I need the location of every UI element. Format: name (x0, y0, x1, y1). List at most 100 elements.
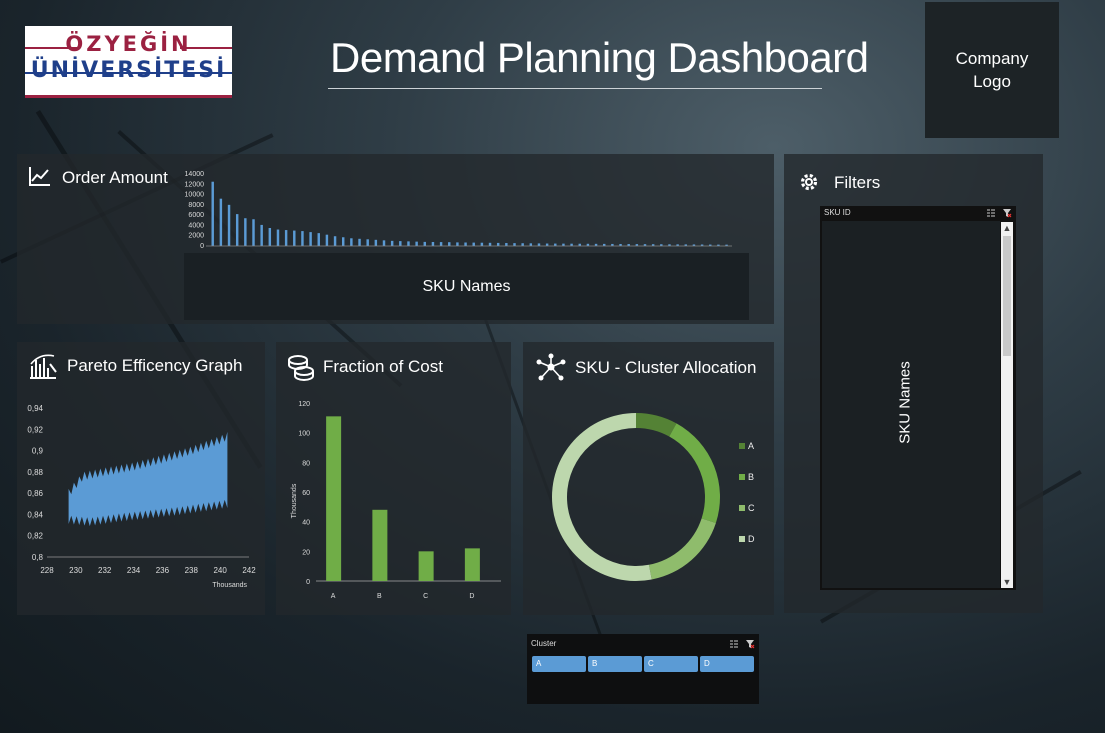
cost-y-tick: 40 (302, 520, 310, 527)
order-bar (431, 241, 435, 246)
donut-slice-b (669, 423, 720, 523)
cluster-slicer[interactable]: Cluster A B C D (527, 634, 759, 704)
order-bar (211, 181, 214, 246)
order-bar (244, 218, 247, 246)
cost-y-tick: 20 (302, 549, 310, 556)
order-bar (333, 236, 337, 246)
pareto-y-tick: 0,94 (27, 404, 43, 413)
legend-swatch-d (739, 536, 745, 542)
line-chart-icon (29, 167, 50, 186)
order-bar (717, 244, 720, 246)
pareto-x-unit: Thousands (212, 582, 247, 589)
order-bar (276, 229, 280, 246)
order-bar (293, 230, 296, 246)
logo-rule (25, 47, 77, 49)
order-y-tick: 4000 (188, 222, 204, 229)
slicer-header: SKU ID (824, 208, 851, 217)
order-bar (301, 231, 304, 246)
order-bar (456, 242, 459, 246)
order-bar (578, 243, 581, 246)
cost-bar-b (372, 509, 388, 581)
cost-x-tick: C (423, 593, 428, 600)
order-bar (692, 244, 696, 246)
order-bar (521, 243, 524, 246)
order-y-tick: 8000 (188, 202, 204, 209)
order-y-tick: 12000 (185, 181, 205, 188)
pareto-x-tick: 238 (185, 566, 199, 575)
order-bar (439, 242, 443, 246)
multi-select-icon[interactable] (986, 208, 996, 218)
order-bar (407, 241, 410, 246)
cost-y-tick: 60 (302, 490, 310, 497)
order-y-tick: 10000 (185, 192, 205, 199)
order-bar (366, 239, 369, 246)
pareto-y-tick: 0,8 (32, 553, 44, 562)
pareto-chart: 0,94 0,92 0,9 0,88 0,86 0,84 0,82 0,8 228 230 232 2… (27, 404, 256, 589)
company-logo-text: Company Logo (955, 49, 1029, 91)
order-bar (603, 243, 606, 246)
cluster-chip-d[interactable]: D (700, 656, 754, 672)
pareto-y-tick: 0,82 (27, 532, 43, 541)
clear-filter-icon[interactable] (1002, 208, 1012, 218)
order-bar (235, 214, 239, 246)
donut-slice-c (648, 518, 716, 580)
multi-select-icon[interactable] (729, 639, 739, 649)
cluster-slicer-header: Cluster (531, 639, 557, 648)
order-bar (676, 244, 679, 246)
order-bar (619, 243, 622, 246)
order-bar (284, 230, 288, 246)
cost-x-tick: A (331, 593, 336, 600)
cluster-chip-a[interactable]: A (532, 656, 586, 672)
pareto-x-tick: 228 (40, 566, 54, 575)
filters-title: Filters (834, 173, 881, 192)
order-y-tick: 2000 (188, 233, 204, 240)
cluster-donut-chart: A B C D (552, 413, 755, 581)
legend-swatch-b (739, 474, 745, 480)
order-bar (448, 242, 451, 246)
clear-filter-icon[interactable] (745, 639, 755, 649)
cost-y-tick: 0 (306, 579, 310, 586)
university-logo: ÖZYEĞİN ÜNİVERSİTESİ (25, 26, 232, 98)
order-bar (660, 244, 663, 246)
slicer-list[interactable] (822, 221, 1000, 588)
pareto-efficiency-area (68, 431, 228, 527)
scroll-down-arrow[interactable]: ▼ (1002, 577, 1012, 587)
scroll-up-arrow[interactable]: ▲ (1002, 223, 1012, 233)
network-icon (536, 353, 566, 381)
cluster-chip-c[interactable]: C (644, 656, 698, 672)
order-bar (252, 219, 255, 246)
order-amount-chart: 14000 12000 10000 8000 6000 4000 2000 0 (185, 171, 732, 250)
order-bar (627, 244, 630, 246)
pareto-x-tick: 234 (127, 566, 141, 575)
cluster-chip-b[interactable]: B (588, 656, 642, 672)
order-bar (709, 244, 712, 246)
fraction-of-cost-title: Fraction of Cost (323, 357, 443, 376)
cost-y-tick: 120 (298, 401, 310, 408)
cluster-allocation-title: SKU - Cluster Allocation (575, 358, 757, 377)
pareto-x-tick: 240 (213, 566, 227, 575)
order-bar (268, 228, 272, 246)
pareto-x-tick: 236 (156, 566, 170, 575)
order-bar (505, 243, 508, 246)
order-y-tick: 0 (200, 243, 204, 250)
gear-icon (800, 173, 818, 191)
page-title: Demand Planning Dashboard (330, 34, 869, 81)
sku-id-slicer[interactable]: SKU ID SKU Names ▲ ▼ (820, 206, 1016, 590)
coins-icon (288, 355, 314, 382)
slicer-scrollbar[interactable]: ▲ ▼ (1001, 222, 1013, 588)
order-bar (390, 240, 394, 246)
logo-text-line2: ÜNİVERSİTESİ (30, 58, 227, 83)
scrollbar-thumb[interactable] (1003, 236, 1011, 356)
logo-rule (180, 47, 232, 49)
order-bar (529, 243, 533, 246)
logo-rule (25, 72, 232, 74)
pareto-x-tick: 230 (69, 566, 83, 575)
order-y-tick: 6000 (188, 212, 204, 219)
order-bar (594, 243, 598, 246)
order-bar (635, 244, 639, 246)
order-bar (309, 232, 312, 246)
pareto-y-tick: 0,92 (27, 425, 43, 434)
order-bar (611, 243, 614, 246)
legend-label-c: C (748, 503, 755, 513)
order-bar (496, 242, 500, 246)
